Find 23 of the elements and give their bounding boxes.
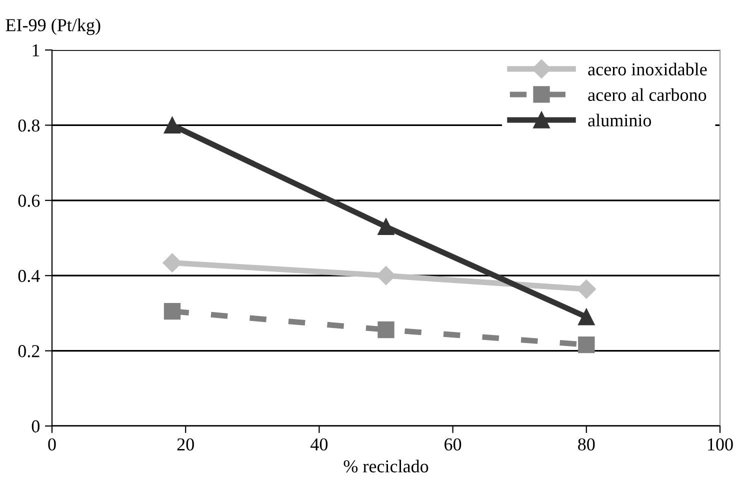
x-axis-title: % reciclado bbox=[344, 460, 428, 472]
x-tick-label: 60 bbox=[444, 438, 462, 451]
x-tick-label: 0 bbox=[48, 438, 56, 451]
legend-label: acero inoxidable bbox=[588, 62, 707, 76]
point bbox=[378, 321, 394, 338]
point bbox=[378, 218, 394, 236]
x-tick-label: 40 bbox=[310, 438, 328, 451]
x-tick-label: 100 bbox=[708, 438, 733, 451]
legend-label: aluminio bbox=[588, 114, 652, 126]
y-tick-label: 0.8 bbox=[18, 119, 40, 132]
x-tick-label: 20 bbox=[177, 438, 194, 451]
point bbox=[578, 336, 595, 354]
point bbox=[164, 116, 181, 134]
x-tick-label: 80 bbox=[578, 438, 595, 451]
point bbox=[164, 302, 181, 320]
legend-label: acero al carbono bbox=[588, 88, 706, 101]
y-axis-title: EI-99 (Pt/kg) bbox=[6, 18, 100, 35]
y-tick-label: 1 bbox=[32, 44, 40, 56]
y-tick-label: 0.6 bbox=[18, 194, 40, 207]
y-tick-label: 0 bbox=[32, 420, 40, 432]
point bbox=[578, 308, 595, 326]
y-tick-label: 0.2 bbox=[18, 345, 40, 358]
y-tick-label: 0.4 bbox=[18, 270, 40, 282]
